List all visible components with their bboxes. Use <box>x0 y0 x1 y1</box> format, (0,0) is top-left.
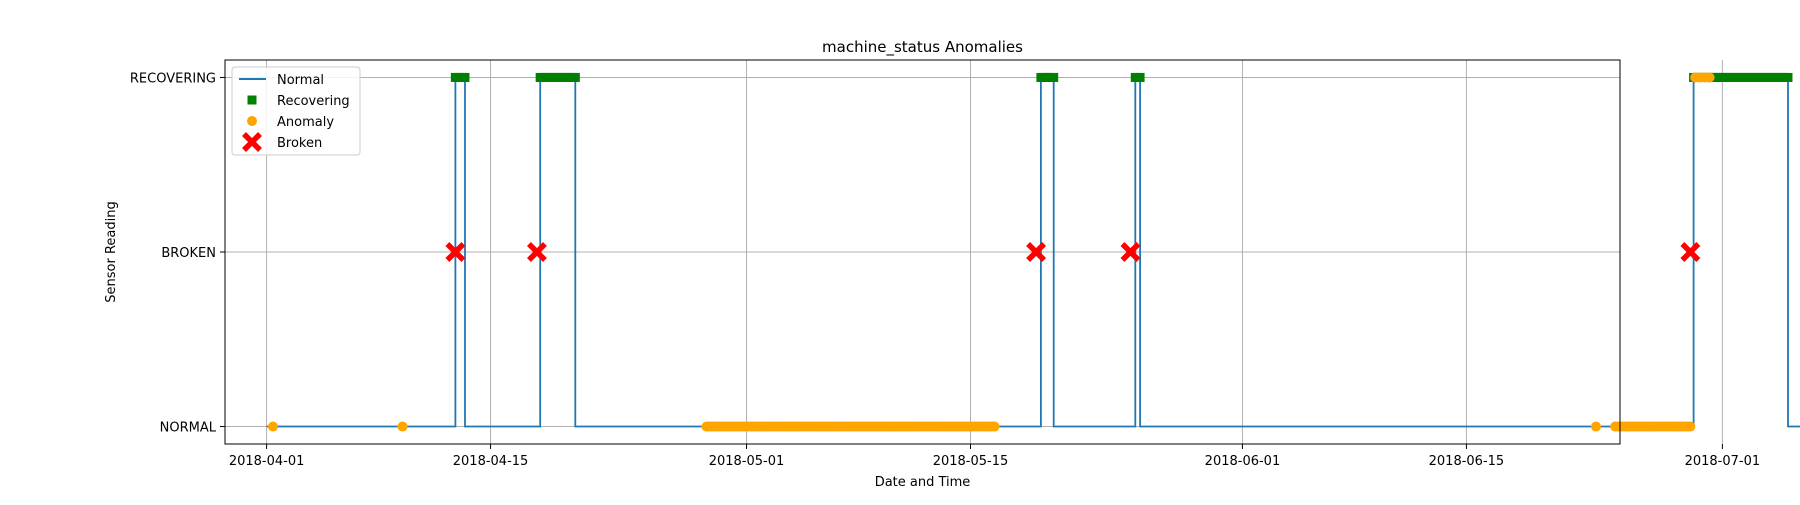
anomaly-marker <box>397 421 408 432</box>
legend-item-anomaly: Anomaly <box>247 115 334 130</box>
recovering-marker <box>1783 72 1793 82</box>
legend-item-recovering: Recovering <box>247 94 350 109</box>
x-tick-label: 2018-05-01 <box>709 454 785 469</box>
broken-marker <box>527 242 547 262</box>
broken-marker <box>445 242 466 262</box>
x-tick-label: 2018-06-01 <box>1205 454 1281 469</box>
anomaly-marker <box>1704 72 1715 83</box>
broken-marker-stroke-b <box>445 242 466 262</box>
anomaly-marker <box>1591 421 1602 432</box>
legend-label: Recovering <box>277 94 350 109</box>
broken-marker <box>1026 242 1047 262</box>
anomaly-marker <box>267 421 278 432</box>
grid-layer <box>225 60 1723 444</box>
anomaly-marker <box>1685 421 1696 432</box>
y-tick-label: NORMAL <box>160 421 217 436</box>
x-tick-label: 2018-07-01 <box>1685 454 1761 469</box>
legend-square-swatch <box>247 95 257 105</box>
legend-label: Broken <box>277 136 322 151</box>
recovering-marker <box>1135 72 1145 82</box>
tick-layer: 2018-04-01 2018-04-15 2018-05-01 2018-05-15… <box>130 71 1761 469</box>
y-tick-label: RECOVERING <box>130 71 216 86</box>
x-tick-label: 2018-06-15 <box>1429 454 1505 469</box>
broken-marker-stroke-b <box>1120 242 1141 262</box>
legend-label: Normal <box>277 73 324 88</box>
legend-x-swatch <box>242 132 262 152</box>
anomaly-marker <box>989 421 1000 432</box>
legend-items: Normal Recovering Anomaly Broken <box>239 73 350 152</box>
broken-marker-stroke-b <box>527 242 547 262</box>
x-tick-label: 2018-04-01 <box>229 454 305 469</box>
data-layer <box>266 72 1800 432</box>
broken-marker <box>1120 242 1141 262</box>
legend-item-normal: Normal <box>239 73 324 88</box>
x-axis-label: Date and Time <box>875 475 971 490</box>
recovering-marker <box>1049 72 1059 82</box>
chart-title: machine_status Anomalies <box>822 38 1023 57</box>
y-tick-label: BROKEN <box>161 246 216 261</box>
legend-circle-swatch <box>247 116 257 126</box>
broken-marker-stroke-b <box>1026 242 1047 262</box>
x-tick-label: 2018-05-15 <box>933 454 1009 469</box>
recovering-marker <box>460 72 470 82</box>
legend-label: Anomaly <box>277 115 334 130</box>
x-tick-label: 2018-04-15 <box>453 454 529 469</box>
legend-x-swatch-stroke-b <box>242 132 262 152</box>
legend-box <box>231 66 361 156</box>
broken-marker-stroke-b <box>1680 242 1701 262</box>
broken-marker <box>1680 242 1701 262</box>
legend-item-broken: Broken <box>242 132 322 152</box>
recovering-marker <box>570 72 580 82</box>
y-axis-label: Sensor Reading <box>104 201 119 302</box>
legend: Normal Recovering Anomaly Broken <box>231 66 361 156</box>
